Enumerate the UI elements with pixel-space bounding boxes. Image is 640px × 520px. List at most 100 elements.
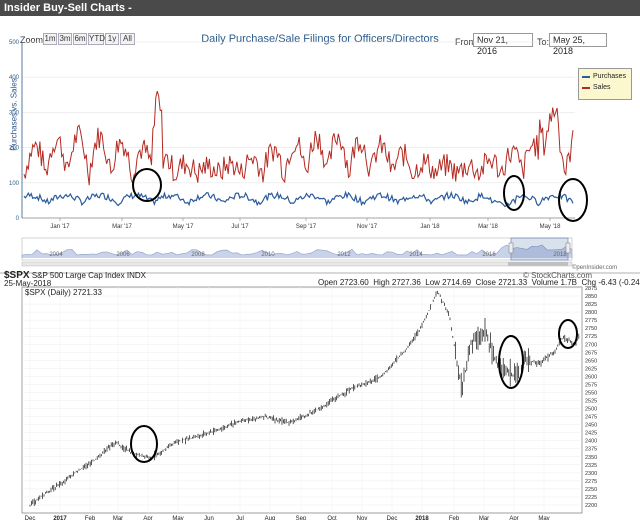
legend-sales-label: Sales bbox=[593, 84, 611, 91]
navigator-sparkline bbox=[21, 244, 573, 258]
annotation-circle bbox=[130, 425, 158, 463]
filings-x-tick: Jan '17 bbox=[50, 224, 70, 230]
stock-y-tick: 2475 bbox=[585, 415, 597, 421]
navigator-scrollbar-thumb[interactable] bbox=[508, 262, 568, 266]
navigator-scrollbar[interactable] bbox=[21, 261, 573, 267]
stock-series-label: $SPX (Daily) 2721.33 bbox=[25, 288, 102, 297]
navigator-year-label: 2008 bbox=[191, 252, 205, 258]
stock-x-tick: Apr bbox=[143, 516, 152, 520]
stock-y-tick: 2800 bbox=[585, 310, 597, 316]
stock-x-ticks: Dec 2017 Feb Mar Apr May Jun Jul Aug Sep Oct Nov Dec… bbox=[25, 516, 550, 520]
volume-label: Volume bbox=[531, 278, 559, 287]
filings-y-tick: 300 bbox=[9, 110, 20, 116]
filings-gridlines bbox=[22, 41, 575, 219]
change-value: -6.43 (-0.24%) bbox=[598, 278, 640, 287]
stock-y-tick: 2375 bbox=[585, 447, 597, 453]
stock-x-tick: Aug bbox=[265, 516, 276, 520]
stock-plot-frame bbox=[21, 286, 583, 514]
stock-y-tick: 2275 bbox=[585, 479, 597, 485]
stock-y-tick: 2300 bbox=[585, 471, 597, 477]
stock-y-tick: 2400 bbox=[585, 439, 597, 445]
to-date-input[interactable]: May 25, 2018 bbox=[549, 33, 607, 56]
stock-y-tick: 2825 bbox=[585, 302, 597, 308]
navigator-year-label: 2006 bbox=[116, 252, 130, 258]
stock-y-tick: 2675 bbox=[585, 350, 597, 356]
high-value: 2727.36 bbox=[391, 278, 421, 287]
annotation-circle bbox=[498, 335, 524, 389]
stock-y-tick: 2525 bbox=[585, 399, 597, 405]
stock-y-tick: 2325 bbox=[585, 463, 597, 469]
filings-y-tick: 200 bbox=[9, 146, 20, 152]
navigator-right-handle[interactable] bbox=[565, 242, 571, 254]
stockcharts-credit: © StockCharts.com bbox=[523, 271, 593, 280]
stock-x-tick: Nov bbox=[357, 516, 368, 520]
filings-x-ticks: Jan '17 Mar '17 May '17 Jul '17 Sep '17 Nov '… bbox=[50, 218, 561, 230]
stock-x-tick: 2018 bbox=[415, 516, 429, 520]
navigator-year-label: 2018 bbox=[553, 252, 567, 258]
close-value: 2721.33 bbox=[498, 278, 528, 287]
stock-x-tick: Mar bbox=[113, 516, 123, 520]
ohlc-readout: Open 2723.60 High 2727.36 Low 2714.69 Cl… bbox=[318, 278, 640, 287]
stock-y-tick: 2625 bbox=[585, 366, 597, 372]
filings-y-tick: 0 bbox=[16, 216, 20, 222]
filings-x-tick: Jan '18 bbox=[420, 224, 440, 230]
stock-y-tick: 2650 bbox=[585, 358, 597, 364]
stock-price-bars bbox=[29, 290, 580, 507]
stock-y-tick: 2775 bbox=[585, 318, 597, 324]
high-label: High bbox=[373, 278, 390, 287]
stock-y-tick: 2875 bbox=[585, 286, 597, 292]
stock-x-tick: Dec bbox=[25, 516, 36, 520]
stock-x-tick: 2017 bbox=[53, 516, 67, 520]
filings-x-tick: May '18 bbox=[540, 224, 561, 230]
purchases-series-line bbox=[23, 190, 574, 208]
zoom-label: Zoom bbox=[20, 35, 44, 45]
stock-y-tick: 2500 bbox=[585, 407, 597, 413]
filings-x-tick: Sep '17 bbox=[296, 224, 317, 230]
annotation-circle bbox=[132, 168, 162, 202]
change-label: Chg bbox=[581, 278, 597, 287]
stock-y-tick: 2700 bbox=[585, 342, 597, 348]
navigator-year-labels: 2004 2006 2008 2010 2012 2014 2016 2018 bbox=[49, 252, 567, 258]
stock-y-tick: 2725 bbox=[585, 334, 597, 340]
purchases-swatch bbox=[582, 76, 590, 78]
filings-x-tick: Mar '18 bbox=[478, 224, 498, 230]
filings-y-tick: 100 bbox=[9, 181, 20, 187]
filings-x-tick: May '17 bbox=[173, 224, 194, 230]
stock-y-tick: 2850 bbox=[585, 294, 597, 300]
filings-x-tick: Mar '17 bbox=[112, 224, 132, 230]
stock-y-tick: 2550 bbox=[585, 390, 597, 396]
navigator-year-label: 2016 bbox=[482, 252, 496, 258]
stock-y-tick: 2225 bbox=[585, 495, 597, 501]
annotation-circle bbox=[558, 319, 578, 349]
stock-x-tick: Dec bbox=[387, 516, 398, 520]
sales-series-line bbox=[23, 90, 574, 186]
stock-x-tick: Jul bbox=[236, 516, 244, 520]
stock-y-tick: 2350 bbox=[585, 455, 597, 461]
stock-date: 25-May-2018 bbox=[4, 279, 52, 288]
navigator-year-label: 2012 bbox=[337, 252, 351, 258]
filings-x-tick: Nov '17 bbox=[357, 224, 378, 230]
open-label: Open bbox=[318, 278, 338, 287]
filings-y-tick: 500 bbox=[9, 40, 20, 46]
sales-swatch bbox=[582, 87, 590, 89]
annotation-circle bbox=[503, 175, 525, 211]
low-value: 2714.69 bbox=[442, 278, 472, 287]
stock-title: $SPX S&P 500 Large Cap Index INDX bbox=[4, 270, 146, 281]
stock-x-tick: Feb bbox=[449, 516, 460, 520]
filings-y-ticks: 0 100 200 300 400 500 bbox=[9, 40, 20, 222]
filings-legend: Purchases Sales bbox=[578, 68, 632, 100]
stock-x-tick: May bbox=[172, 516, 183, 520]
stock-x-tick: Feb bbox=[85, 516, 96, 520]
stock-x-tick: Oct bbox=[327, 516, 337, 520]
stock-symbol: $SPX bbox=[4, 270, 30, 281]
stock-x-tick: Jun bbox=[204, 516, 214, 520]
stock-exchange: INDX bbox=[126, 271, 146, 280]
from-date-input[interactable]: Nov 21, 2016 bbox=[473, 33, 533, 56]
navigator-left-handle[interactable] bbox=[508, 242, 514, 254]
openinsider-credit: ©penInsider.com bbox=[572, 264, 617, 271]
navigator-year-label: 2010 bbox=[261, 252, 275, 258]
filings-x-tick: Jul '17 bbox=[231, 224, 249, 230]
annotation-circle bbox=[558, 178, 588, 222]
stock-y-tick: 2425 bbox=[585, 431, 597, 437]
